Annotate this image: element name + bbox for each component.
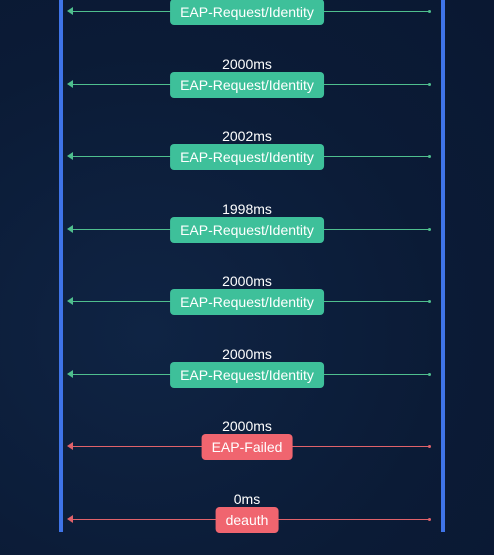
message-row: 0ms deauth bbox=[0, 490, 494, 550]
arrowhead-icon bbox=[67, 442, 73, 450]
message-label: EAP-Request/Identity bbox=[170, 361, 324, 388]
arrow-tail-dot bbox=[428, 300, 431, 303]
arrowhead-icon bbox=[67, 224, 73, 233]
message-label: deauth bbox=[215, 506, 279, 533]
arrowhead-icon bbox=[67, 7, 73, 15]
message-row: 1998ms EAP-Request/Identity bbox=[0, 200, 494, 260]
message-label: EAP-Request/Identity bbox=[170, 216, 324, 243]
message-label: EAP-Request/Identity bbox=[170, 144, 324, 170]
message-timing: 2000ms bbox=[222, 55, 272, 72]
arrowhead-icon bbox=[67, 297, 73, 305]
message-timing: 2000ms bbox=[222, 273, 272, 289]
message-row: 2000ms EAP-Request/Identity bbox=[0, 55, 494, 115]
arrow-tail-dot bbox=[428, 10, 431, 13]
message-timing: 2002ms bbox=[222, 128, 272, 144]
message-timing: 2000ms bbox=[222, 418, 272, 434]
arrow-tail-dot bbox=[428, 372, 431, 376]
right-lifeline bbox=[441, 0, 445, 532]
message-label: EAP-Request/Identity bbox=[170, 71, 324, 98]
arrow-tail-dot bbox=[428, 517, 431, 521]
arrow-tail-dot bbox=[428, 445, 431, 448]
message-label: EAP-Request/Identity bbox=[170, 289, 324, 315]
arrow-tail-dot bbox=[428, 82, 431, 86]
message-row: EAP-Request/Identity bbox=[0, 0, 494, 42]
message-timing: 1998ms bbox=[222, 200, 272, 217]
message-row: 2002ms EAP-Request/Identity bbox=[0, 127, 494, 187]
message-label: EAP-Failed bbox=[201, 434, 293, 460]
message-row: 2000ms EAP-Request/Identity bbox=[0, 345, 494, 405]
arrowhead-icon bbox=[67, 514, 73, 523]
arrowhead-icon bbox=[67, 152, 73, 160]
arrow-tail-dot bbox=[428, 227, 431, 231]
message-row: 2000ms EAP-Request/Identity bbox=[0, 272, 494, 332]
arrow-tail-dot bbox=[428, 155, 431, 158]
message-label: EAP-Request/Identity bbox=[170, 0, 324, 25]
message-timing: 0ms bbox=[233, 490, 261, 507]
message-row: 2000ms EAP-Failed bbox=[0, 417, 494, 477]
left-lifeline bbox=[59, 0, 63, 532]
arrowhead-icon bbox=[67, 79, 73, 88]
arrowhead-icon bbox=[67, 369, 73, 378]
message-timing: 2000ms bbox=[222, 345, 272, 362]
